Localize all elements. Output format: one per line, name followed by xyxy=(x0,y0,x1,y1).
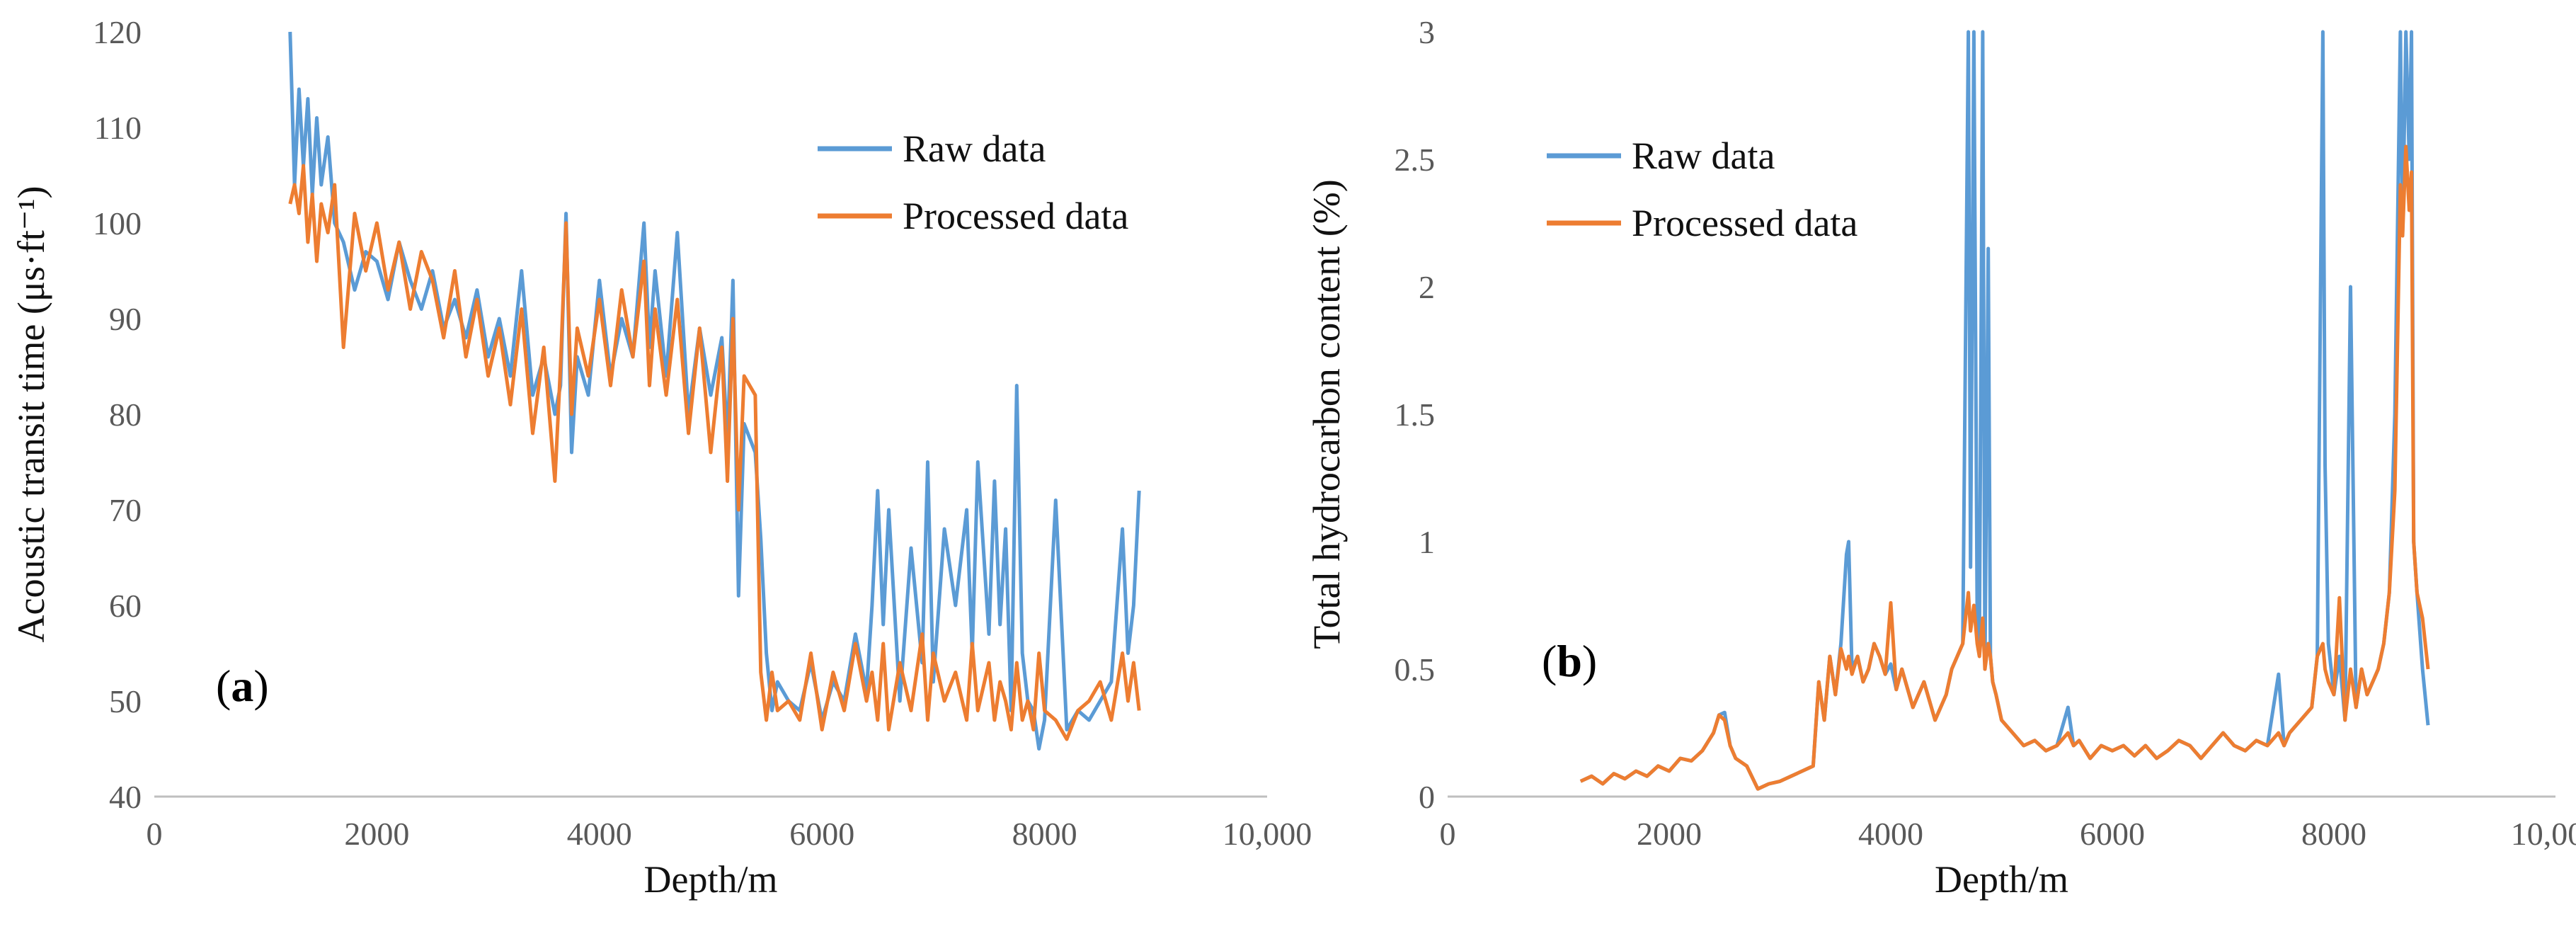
legend-b-raw-label: Raw data xyxy=(1632,135,1775,177)
chart-a-x-tick-2: 4000 xyxy=(567,816,632,852)
chart-a-series xyxy=(288,31,1141,751)
chart-a-y-tick-0: 40 xyxy=(109,779,142,815)
chart-a-y-tick-4: 80 xyxy=(109,397,142,433)
chart-b-panel-label: (b) xyxy=(1542,636,1597,686)
chart-b-x-tick-1: 2000 xyxy=(1637,816,1702,852)
chart-a-x-tick-3: 6000 xyxy=(789,816,854,852)
chart-b-x-tick-labels: 0 2000 4000 6000 8000 10,000 xyxy=(1440,816,2576,852)
panel-a-open-paren: ( xyxy=(216,661,231,711)
chart-a-y-tick-8: 120 xyxy=(93,14,142,50)
chart-b-y-tick-2: 1 xyxy=(1419,524,1435,560)
chart-b-y-tick-1: 0.5 xyxy=(1395,651,1436,688)
chart-a-x-axis-title: Depth/m xyxy=(644,858,778,901)
chart-a-legend: Raw data Processed data xyxy=(818,127,1128,237)
panel-b-open-paren: ( xyxy=(1542,636,1557,686)
chart-a-panel-label: (a) xyxy=(216,661,269,711)
chart-b-y-tick-labels: 0 0.5 1 1.5 2 2.5 3 xyxy=(1395,14,1436,815)
chart-b-x-tick-5: 10,000 xyxy=(2511,816,2576,852)
chart-panel-a: 0 2000 4000 6000 8000 10,000 40 50 60 70 80 90 100 1… xyxy=(10,14,1312,901)
chart-b-legend: Raw data Processed data xyxy=(1547,135,1857,244)
chart-b-series xyxy=(1579,30,2430,791)
chart-b-y-tick-3: 1.5 xyxy=(1395,397,1436,433)
chart-a-y-tick-6: 100 xyxy=(93,205,142,241)
panel-a-close-paren: ) xyxy=(253,661,268,711)
panel-b-letter: b xyxy=(1557,636,1582,686)
legend-a-processed-label: Processed data xyxy=(903,195,1128,237)
chart-a-y-tick-5: 90 xyxy=(109,301,142,337)
chart-b-x-tick-4: 8000 xyxy=(2301,816,2366,852)
chart-b-x-axis-title: Depth/m xyxy=(1935,858,2068,901)
legend-a-raw-label: Raw data xyxy=(903,127,1046,170)
chart-panel-b: 0 2000 4000 6000 8000 10,000 0 0.5 1 1.5 2 2.5 3 De… xyxy=(1305,14,2576,901)
chart-a-y-tick-1: 50 xyxy=(109,683,142,719)
chart-a-y-tick-2: 60 xyxy=(109,588,142,624)
panel-a-letter: a xyxy=(231,661,253,711)
chart-a-x-tick-5: 10,000 xyxy=(1223,816,1312,852)
chart-a-y-tick-7: 110 xyxy=(94,110,142,146)
chart-a-x-tick-0: 0 xyxy=(147,816,163,852)
chart-b-y-tick-0: 0 xyxy=(1419,779,1435,815)
chart-b-x-tick-2: 4000 xyxy=(1858,816,1923,852)
legend-b-processed-label: Processed data xyxy=(1632,202,1857,244)
chart-b-y-tick-4: 2 xyxy=(1419,269,1435,305)
chart-b-x-tick-0: 0 xyxy=(1440,816,1456,852)
chart-a-x-tick-4: 8000 xyxy=(1012,816,1077,852)
chart-a-x-tick-labels: 0 2000 4000 6000 8000 10,000 xyxy=(147,816,1312,852)
chart-a-y-axis-title: Acoustic transit time (μs·ft⁻¹) xyxy=(10,186,52,643)
chart-a-y-tick-3: 70 xyxy=(109,492,142,528)
chart-a-x-tick-1: 2000 xyxy=(344,816,409,852)
chart-a-y-tick-labels: 40 50 60 70 80 90 100 110 120 xyxy=(93,14,142,815)
chart-b-y-axis-title: Total hydrocarbon content (%) xyxy=(1305,179,1348,649)
chart-b-y-tick-6: 3 xyxy=(1419,14,1435,50)
chart-b-y-tick-5: 2.5 xyxy=(1395,142,1436,178)
chart-b-x-tick-3: 6000 xyxy=(2080,816,2145,852)
panel-b-close-paren: ) xyxy=(1582,636,1597,686)
chart-b-series-processed-line xyxy=(1579,144,2430,791)
chart-a-series-processed-line xyxy=(288,164,1141,741)
